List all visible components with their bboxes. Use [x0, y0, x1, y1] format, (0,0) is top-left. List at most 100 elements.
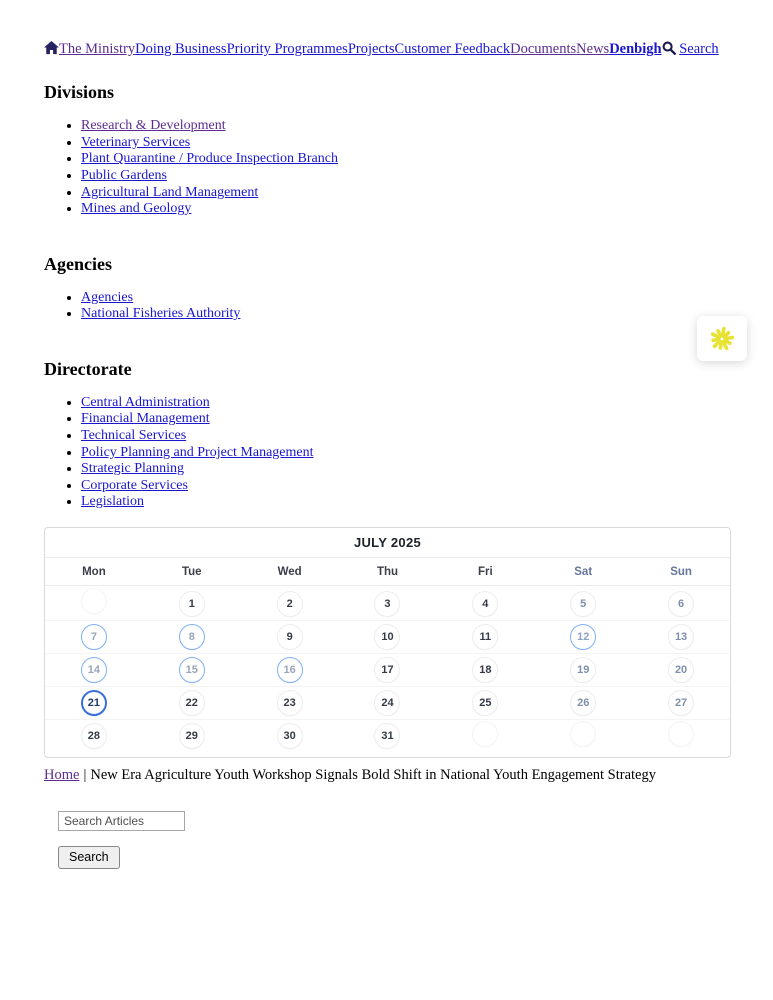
- section-link-financial-management[interactable]: Financial Management: [81, 411, 210, 427]
- calendar-day-26[interactable]: 26: [534, 690, 632, 717]
- search-icon[interactable]: [662, 41, 676, 60]
- nav-link-search[interactable]: Search: [679, 41, 719, 57]
- section-link-policy-planning-and-project-management[interactable]: Policy Planning and Project Management: [81, 444, 314, 460]
- calendar-day-10[interactable]: 10: [339, 624, 437, 651]
- section-title-directorate: Directorate: [44, 358, 132, 379]
- day-circle: 18: [472, 657, 499, 684]
- nav-link-projects[interactable]: Projects: [347, 41, 395, 57]
- nav-link-news[interactable]: News: [576, 41, 610, 57]
- breadcrumb: Home | New Era Agriculture Youth Workshop …: [44, 766, 731, 785]
- section-link-legislation[interactable]: Legislation: [81, 494, 144, 510]
- day-circle: 11: [472, 624, 499, 651]
- calendar-day-1[interactable]: 1: [143, 590, 241, 617]
- calendar-day-13[interactable]: 13: [632, 624, 730, 651]
- calendar-day-28[interactable]: 28: [45, 723, 143, 750]
- list-item: Central Administration: [81, 395, 731, 412]
- section-link-plant-quarantine-produce-inspection-branch[interactable]: Plant Quarantine / Produce Inspection Br…: [81, 151, 338, 167]
- calendar-day-15[interactable]: 15: [143, 657, 241, 684]
- calendar-day-18[interactable]: 18: [436, 657, 534, 684]
- list-item: National Fisheries Authority: [81, 306, 731, 323]
- accessibility-widget-button[interactable]: [697, 316, 747, 361]
- calendar-day-23[interactable]: 23: [241, 690, 339, 717]
- section-link-strategic-planning[interactable]: Strategic Planning: [81, 461, 185, 477]
- article-search-input[interactable]: [58, 810, 185, 831]
- calendar-day-3[interactable]: 3: [339, 590, 437, 617]
- nav-link-priority-programmes[interactable]: Priority Programmes: [226, 41, 348, 57]
- calendar-day-19[interactable]: 19: [534, 657, 632, 684]
- section-link-public-gardens[interactable]: Public Gardens: [81, 167, 167, 183]
- calendar-day-header-tue: Tue: [181, 565, 202, 578]
- day-circle: 31: [374, 723, 401, 750]
- calendar-day-12[interactable]: 12: [534, 624, 632, 651]
- section-link-veterinary-services[interactable]: Veterinary Services: [81, 134, 191, 150]
- calendar-day-25[interactable]: 25: [436, 690, 534, 717]
- day-circle: [668, 720, 695, 747]
- calendar-day-20[interactable]: 20: [632, 657, 730, 684]
- calendar-day-30[interactable]: 30: [241, 723, 339, 750]
- calendar-day-header-sat: Sat: [574, 565, 593, 578]
- calendar-day-6[interactable]: 6: [632, 590, 730, 617]
- calendar-week-row: 1 2 3 4 5 6: [45, 587, 730, 620]
- section-link-agencies[interactable]: Agencies: [81, 289, 134, 305]
- calendar-week-row: 28 29 30 31: [45, 719, 730, 752]
- list-item: Legislation: [81, 494, 731, 511]
- day-circle: 17: [374, 657, 401, 684]
- breadcrumb-separator: |: [83, 767, 87, 784]
- day-circle: 7: [80, 624, 107, 651]
- section-link-technical-services[interactable]: Technical Services: [81, 428, 187, 444]
- calendar-day-5[interactable]: 5: [534, 590, 632, 617]
- section-link-central-administration[interactable]: Central Administration: [81, 394, 210, 410]
- day-circle: 13: [668, 624, 695, 651]
- calendar-day-24[interactable]: 24: [339, 690, 437, 717]
- day-circle: 24: [374, 690, 401, 717]
- day-circle: [570, 720, 597, 747]
- calendar-day-27[interactable]: 27: [632, 690, 730, 717]
- calendar-day-14[interactable]: 14: [45, 657, 143, 684]
- breadcrumb-home-link[interactable]: Home: [44, 767, 80, 784]
- nav-link-denbigh[interactable]: Denbigh: [609, 41, 662, 57]
- section-link-national-fisheries-authority[interactable]: National Fisheries Authority: [81, 306, 241, 322]
- nav-link-customer-feedback[interactable]: Customer Feedback: [394, 41, 511, 57]
- calendar-day-headers: Mon Tue Wed Thu Fri Sat Sun: [45, 558, 730, 587]
- calendar-day-7[interactable]: 7: [45, 624, 143, 651]
- day-circle: 1: [178, 590, 205, 617]
- day-circle: 21: [80, 690, 107, 717]
- section-link-mines-and-geology[interactable]: Mines and Geology: [81, 201, 192, 217]
- calendar-day-29[interactable]: 29: [143, 723, 241, 750]
- day-circle: 10: [374, 624, 401, 651]
- calendar-day-8[interactable]: 8: [143, 624, 241, 651]
- calendar-day-empty: [45, 588, 143, 619]
- calendar-day-11[interactable]: 11: [436, 624, 534, 651]
- sections: Divisions Research & DevelopmentVeterinar…: [44, 82, 731, 511]
- day-circle: 30: [276, 723, 303, 750]
- calendar-day-2[interactable]: 2: [241, 590, 339, 617]
- calendar-day-header-wed: Wed: [277, 565, 302, 578]
- day-circle: [472, 720, 499, 747]
- section-link-agricultural-land-management[interactable]: Agricultural Land Management: [81, 184, 259, 200]
- day-circle: 25: [472, 690, 499, 717]
- nav-links: The MinistryDoing BusinessPriority Progr…: [59, 41, 662, 57]
- list-item: Research & Development: [81, 118, 731, 135]
- calendar-day-21[interactable]: 21: [45, 690, 143, 717]
- calendar-week-row: 7 8 9 10 11 12 13: [45, 620, 730, 653]
- calendar-day-9[interactable]: 9: [241, 624, 339, 651]
- nav-link-doing-business[interactable]: Doing Business: [135, 41, 227, 57]
- section-link-corporate-services[interactable]: Corporate Services: [81, 477, 188, 493]
- article-search-button[interactable]: Search: [58, 845, 120, 869]
- calendar-day-22[interactable]: 22: [143, 690, 241, 717]
- nav-link-the-ministry[interactable]: The Ministry: [59, 41, 136, 57]
- calendar-day-4[interactable]: 4: [436, 590, 534, 617]
- calendar-day-empty: [534, 720, 632, 752]
- calendar-day-16[interactable]: 16: [241, 657, 339, 684]
- calendar-day-17[interactable]: 17: [339, 657, 437, 684]
- list-item: Financial Management: [81, 411, 731, 428]
- calendar-day-31[interactable]: 31: [339, 723, 437, 750]
- home-icon[interactable]: [44, 41, 59, 60]
- section-title-agencies: Agencies: [44, 253, 112, 274]
- day-circle: 22: [178, 690, 205, 717]
- section-link-research-development[interactable]: Research & Development: [81, 118, 226, 134]
- day-circle: 26: [570, 690, 597, 717]
- nav-link-documents[interactable]: Documents: [510, 41, 577, 57]
- day-circle: 15: [178, 657, 205, 684]
- section-list-agencies: AgenciesNational Fisheries Authority: [44, 290, 731, 323]
